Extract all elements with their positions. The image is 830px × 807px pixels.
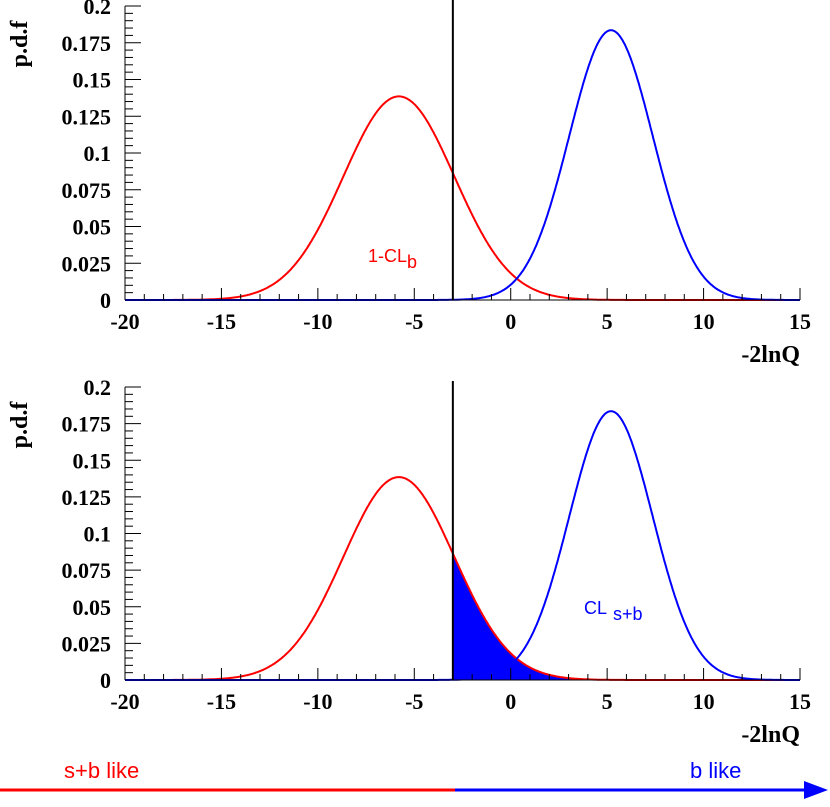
curve-b [125, 29, 800, 301]
x-tick-label: -5 [405, 309, 423, 334]
shaded-area [452, 553, 800, 680]
x-tick-label: -15 [207, 309, 236, 334]
y-tick-label: 0.1 [84, 141, 112, 166]
x-tick-label: -20 [110, 689, 139, 714]
top-panel: -20 -15 -10 -5 0 5 10 15 0 0.025 0.05 0.075 0.1 0.125… [7, 0, 811, 368]
curves [125, 29, 800, 301]
y-axis-label: p.d.f [7, 20, 33, 68]
x-tick-label: 10 [693, 309, 715, 334]
axes: -20 -15 -10 -5 0 5 10 15 0 0.025 0.05 0.075 0.1 0.125… [62, 0, 812, 334]
annotation-label: 1-CLb [368, 246, 417, 272]
x-axis-label: -2lnQ [741, 722, 800, 748]
y-tick-label: 0.125 [62, 104, 112, 129]
b-like-label: b like [690, 758, 741, 783]
x-tick-label: -5 [405, 689, 423, 714]
x-tick-label: 0 [505, 689, 516, 714]
x-tick-label: 15 [789, 309, 811, 334]
arrow-head [804, 781, 828, 799]
x-tick-label: -20 [110, 309, 139, 334]
y-tick-label: 0.125 [62, 485, 112, 510]
annotation-subscript: s+b [613, 604, 643, 624]
x-tick-label: 5 [602, 309, 613, 334]
x-tick-label: 0 [505, 309, 516, 334]
y-tick-label: 0.05 [73, 215, 112, 240]
x-tick-label: 10 [693, 689, 715, 714]
y-tick-label: 0.075 [62, 558, 112, 583]
y-tick-label: 0 [100, 668, 111, 693]
y-tick-label: 0.025 [62, 251, 112, 276]
x-tick-label: -10 [303, 309, 332, 334]
axes: -20 -15 -10 -5 0 5 10 15 0 0.025 0.05 0.075 0.1 0.125… [62, 375, 812, 714]
y-tick-label: 0.075 [62, 178, 112, 203]
y-tick-label: 0.05 [73, 595, 112, 620]
x-axis-label: -2lnQ [741, 342, 800, 368]
annotation-label: CL s+b [584, 598, 643, 624]
y-tick-label: 0.15 [73, 68, 112, 93]
shaded-tail-region [452, 553, 800, 680]
y-tick-label: 0.175 [62, 31, 112, 56]
y-tick-label: 0.2 [84, 0, 112, 19]
x-tick-label: 15 [789, 689, 811, 714]
x-tick-label: 5 [602, 689, 613, 714]
y-tick-label: 0 [100, 288, 111, 313]
y-tick-label: 0.1 [84, 522, 112, 547]
y-tick-label: 0.175 [62, 412, 112, 437]
x-tick-label: -15 [207, 689, 236, 714]
y-tick-label: 0.025 [62, 631, 112, 656]
annotation-subscript: b [407, 252, 417, 272]
sb-like-label: s+b like [64, 758, 139, 783]
y-tick-label: 0.15 [73, 448, 112, 473]
x-tick-label: -10 [303, 689, 332, 714]
bottom-panel: -20 -15 -10 -5 0 5 10 15 0 0.025 0.05 0.075 0.1 0.125… [7, 375, 811, 748]
likelihood-arrow: s+b like b like [0, 758, 828, 799]
y-axis-label: p.d.f [7, 401, 33, 449]
y-tick-label: 0.2 [84, 375, 112, 400]
